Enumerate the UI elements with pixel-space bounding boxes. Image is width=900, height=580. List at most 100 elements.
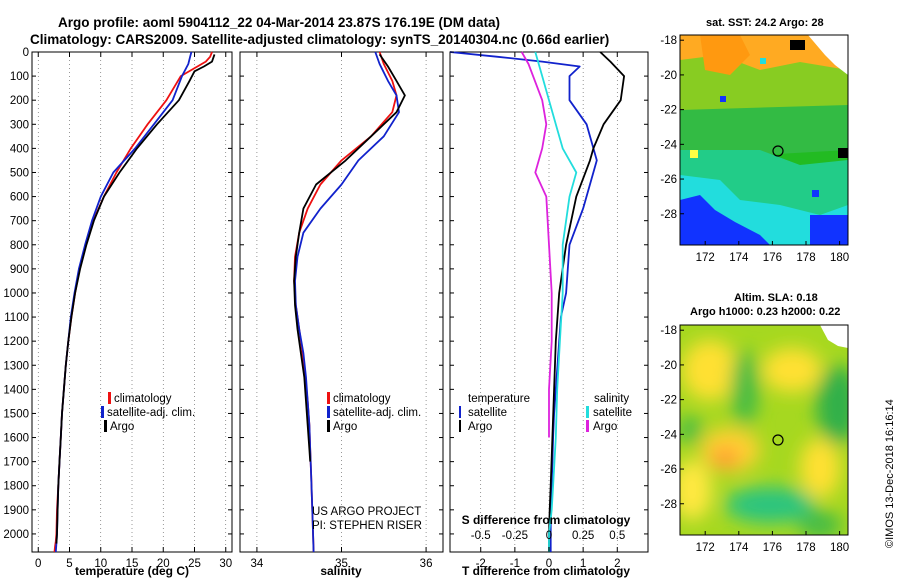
x-tick-label: 15 xyxy=(126,558,139,570)
x-tick-label: 1 xyxy=(580,558,586,570)
y-tick-label: 200 xyxy=(10,95,29,107)
series-line-salinity-argo xyxy=(520,51,553,438)
map-y-tick-label: -24 xyxy=(660,429,677,441)
legend-label-argo: Argo xyxy=(110,421,134,433)
sst-map-ticks: 172 174 176 178 180 -18 -20 -22 -24 -26 -28 xyxy=(660,35,849,264)
series-line-argo xyxy=(293,53,406,462)
temperature-panel: 0 100 200 300 400 500 600 700 800 900 1000 1100 1200… xyxy=(3,47,233,578)
legend-title-temperature: temperature xyxy=(468,393,530,405)
imos-credit: ©IMOS 13-Dec-2018 16:16:14 xyxy=(884,399,896,548)
y-tick-label: 500 xyxy=(10,167,29,179)
credit-pi: PI: STEPHEN RISER xyxy=(312,520,422,532)
y-tick-label: 1300 xyxy=(3,360,29,372)
map-y-tick-label: -26 xyxy=(660,174,677,186)
sla-map-subtitle: Argo h1000: 0.23 h2000: 0.22 xyxy=(690,306,840,318)
top-x-tick-label: 0.5 xyxy=(609,530,625,542)
legend-swatch-satellite xyxy=(101,406,104,418)
y-tick-label: 800 xyxy=(10,240,29,252)
x-tick-label: 10 xyxy=(94,558,107,570)
salinity-gridlines xyxy=(256,52,427,552)
temperature-legend: climatology satellite-adj. clim. Argo xyxy=(101,392,195,433)
legend-label-temp-argo: Argo xyxy=(468,421,492,433)
legend-label-argo: Argo xyxy=(333,421,357,433)
x-tick-label: 0 xyxy=(546,558,552,570)
top-x-tick-label: 0 xyxy=(546,530,552,542)
legend-label-climatology: climatology xyxy=(114,393,172,405)
y-tick-label: 1100 xyxy=(4,312,29,324)
y-tick-label: 0 xyxy=(23,47,29,59)
legend-label-climatology: climatology xyxy=(333,393,391,405)
temperature-ticks: 0 100 200 300 400 500 600 700 800 900 1000 1100 1200… xyxy=(3,47,232,570)
difference-panel: -2 -1 0 1 2 -0.5 -0.25 0 0.25 0.5 T difference fr… xyxy=(449,51,649,578)
y-tick-label: 100 xyxy=(10,71,29,83)
map-x-tick-label: 174 xyxy=(729,252,749,264)
series-line-satellite-adj-clim- xyxy=(294,51,400,553)
map-y-tick-label: -26 xyxy=(660,464,677,476)
y-tick-label: 400 xyxy=(10,143,29,155)
map-x-tick-label: 176 xyxy=(763,252,782,264)
series-line-temperature-argo xyxy=(548,51,625,552)
x-tick-label: 36 xyxy=(420,558,433,570)
map-x-tick-label: 178 xyxy=(796,542,815,554)
sla-map-panel: Altim. SLA: 0.18 Argo h1000: 0.23 h2000:… xyxy=(660,292,849,554)
legend-label-temp-satellite: satellite xyxy=(468,407,507,419)
temperature-series xyxy=(53,51,216,553)
legend-swatch-temp-argo xyxy=(459,420,461,432)
y-tick-label: 600 xyxy=(10,192,29,204)
credit-project: US ARGO PROJECT xyxy=(312,506,421,518)
map-y-tick-label: -22 xyxy=(660,395,677,407)
legend-swatch-argo xyxy=(327,420,330,432)
legend-swatch-sal-argo xyxy=(586,420,589,432)
sst-map-panel: sat. SST: 24.2 Argo: 28 172 174 176 178 180 -… xyxy=(660,17,849,264)
sla-map-ticks: 172 174 176 178 180 -18 -20 -22 -24 -26 -28 xyxy=(660,325,849,554)
x-tick-label: 5 xyxy=(66,558,72,570)
legend-swatch-sal-satellite xyxy=(586,406,589,418)
sla-map-field xyxy=(680,325,848,535)
map-x-tick-label: 178 xyxy=(796,252,815,264)
temperature-xlabel: temperature (deg C) xyxy=(75,564,189,578)
salinity-series xyxy=(293,51,406,553)
salinity-xlabel: salinity xyxy=(320,564,362,578)
map-x-tick-label: 172 xyxy=(696,542,715,554)
legend-swatch-satellite xyxy=(327,406,330,418)
map-x-tick-label: 172 xyxy=(696,252,715,264)
map-y-tick-label: -28 xyxy=(660,209,677,221)
y-tick-label: 1600 xyxy=(3,433,29,445)
sst-map-frame xyxy=(679,34,849,246)
x-tick-label: 30 xyxy=(219,558,232,570)
series-line-satellite-adj-clim- xyxy=(54,51,193,553)
y-tick-label: 1000 xyxy=(3,288,29,300)
legend-swatch-temp-satellite xyxy=(459,406,461,418)
map-y-tick-label: -20 xyxy=(660,360,677,372)
map-x-tick-label: 180 xyxy=(830,252,849,264)
map-y-tick-label: -28 xyxy=(660,499,677,511)
y-tick-label: 700 xyxy=(10,216,29,228)
y-tick-label: 1200 xyxy=(3,336,29,348)
top-x-tick-label: -0.25 xyxy=(502,530,528,542)
map-x-tick-label: 174 xyxy=(729,542,749,554)
y-tick-label: 300 xyxy=(10,119,29,131)
top-x-tick-label: -0.5 xyxy=(471,530,491,542)
difference-xlabel: T difference from climatology xyxy=(462,564,630,578)
x-tick-label: -2 xyxy=(476,558,486,570)
difference-legend: temperature satellite Argo salinity sate… xyxy=(459,393,632,433)
figure-title-line2: Climatology: CARS2009. Satellite-adjuste… xyxy=(30,32,609,47)
y-tick-label: 1800 xyxy=(3,481,29,493)
y-tick-label: 900 xyxy=(10,264,29,276)
y-tick-label: 1400 xyxy=(3,384,29,396)
map-y-tick-label: -18 xyxy=(660,35,677,47)
map-x-tick-label: 176 xyxy=(763,542,782,554)
y-tick-label: 1500 xyxy=(3,408,29,420)
y-tick-label: 1900 xyxy=(3,505,29,517)
map-y-tick-label: -22 xyxy=(660,105,677,117)
legend-label-sal-argo: Argo xyxy=(593,421,617,433)
y-tick-label: 2000 xyxy=(3,529,29,541)
series-line-salinity-satellite xyxy=(534,51,578,552)
difference-gridlines xyxy=(480,52,618,552)
difference-ticks: -2 -1 0 1 2 -0.5 -0.25 0 0.25 0.5 xyxy=(450,51,648,570)
map-y-tick-label: -18 xyxy=(660,325,677,337)
salinity-ticks: 34 35 36 xyxy=(240,51,443,570)
sla-map-title: Altim. SLA: 0.18 xyxy=(734,292,818,304)
sla-argo-position-marker xyxy=(772,434,784,446)
